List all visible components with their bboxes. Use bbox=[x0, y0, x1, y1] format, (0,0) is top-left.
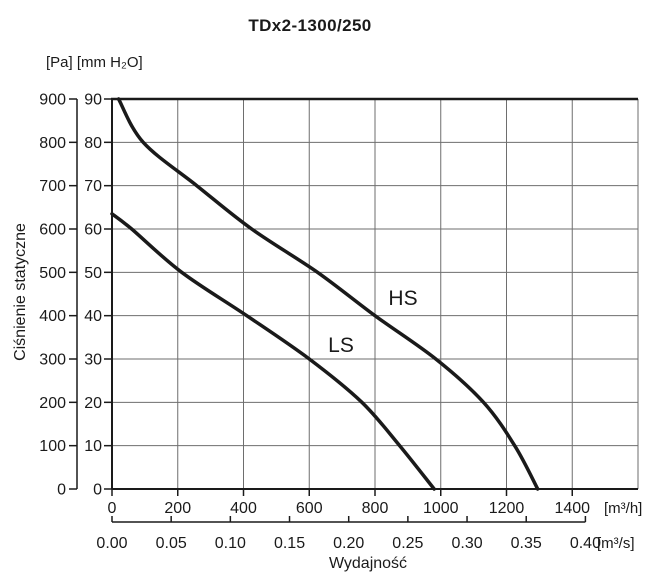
m3s-tick-label: 0.10 bbox=[215, 535, 246, 552]
mm-tick-label: 60 bbox=[84, 222, 102, 239]
mm-tick-label: 10 bbox=[84, 438, 102, 455]
mm-tick-label: 0 bbox=[93, 482, 102, 499]
m3h-tick-label: 600 bbox=[296, 500, 323, 517]
pa-tick-label: 200 bbox=[39, 395, 66, 412]
m3h-tick-label: 0 bbox=[108, 500, 117, 517]
m3h-tick-label: 200 bbox=[164, 500, 191, 517]
ls-curve bbox=[110, 212, 436, 491]
m3h-tick-label: 1200 bbox=[489, 500, 525, 517]
m3s-tick-label: 0.35 bbox=[511, 535, 542, 552]
ls-curve-label: LS bbox=[328, 334, 354, 357]
mm-tick-label: 50 bbox=[84, 265, 102, 282]
x-axis-title: Wydajność bbox=[328, 555, 408, 572]
mm-tick-label: 20 bbox=[84, 395, 102, 412]
hs-curve-label: HS bbox=[388, 287, 417, 310]
m3s-tick-label: 0.30 bbox=[451, 535, 482, 552]
m3s-tick-label: 0.05 bbox=[156, 535, 187, 552]
pa-tick-label: 100 bbox=[39, 438, 66, 455]
mm-tick-label: 80 bbox=[84, 135, 102, 152]
m3s-tick-label: 0.00 bbox=[96, 535, 127, 552]
m3s-tick-label: 0.40 bbox=[570, 535, 601, 552]
pa-tick-label: 0 bbox=[57, 482, 66, 499]
m3h-tick-label: 1000 bbox=[423, 500, 459, 517]
pa-tick-label: 500 bbox=[39, 265, 66, 282]
m3s-unit-label: [m³/s] bbox=[597, 535, 635, 552]
m3h-tick-label: 400 bbox=[230, 500, 257, 517]
pa-tick-label: 400 bbox=[39, 308, 66, 325]
pa-tick-label: 600 bbox=[39, 222, 66, 239]
chart-title: TDx2-1300/250 bbox=[248, 16, 372, 35]
pa-tick-label: 300 bbox=[39, 352, 66, 369]
m3s-tick-label: 0.25 bbox=[392, 535, 423, 552]
mm-tick-label: 40 bbox=[84, 308, 102, 325]
m3s-tick-label: 0.15 bbox=[274, 535, 305, 552]
m3s-tick-label: 0.20 bbox=[333, 535, 364, 552]
mm-tick-label: 70 bbox=[84, 178, 102, 195]
m3h-tick-label: 1400 bbox=[554, 500, 590, 517]
pa-tick-label: 900 bbox=[39, 92, 66, 109]
hs-curve bbox=[116, 97, 540, 491]
y-axis-units-label: [Pa] [mm H₂O] bbox=[46, 54, 143, 71]
pa-tick-label: 700 bbox=[39, 178, 66, 195]
mm-tick-label: 90 bbox=[84, 92, 102, 109]
m3h-tick-label: 800 bbox=[362, 500, 389, 517]
pa-tick-label: 800 bbox=[39, 135, 66, 152]
mm-tick-label: 30 bbox=[84, 352, 102, 369]
m3h-unit-label: [m³/h] bbox=[604, 500, 642, 517]
